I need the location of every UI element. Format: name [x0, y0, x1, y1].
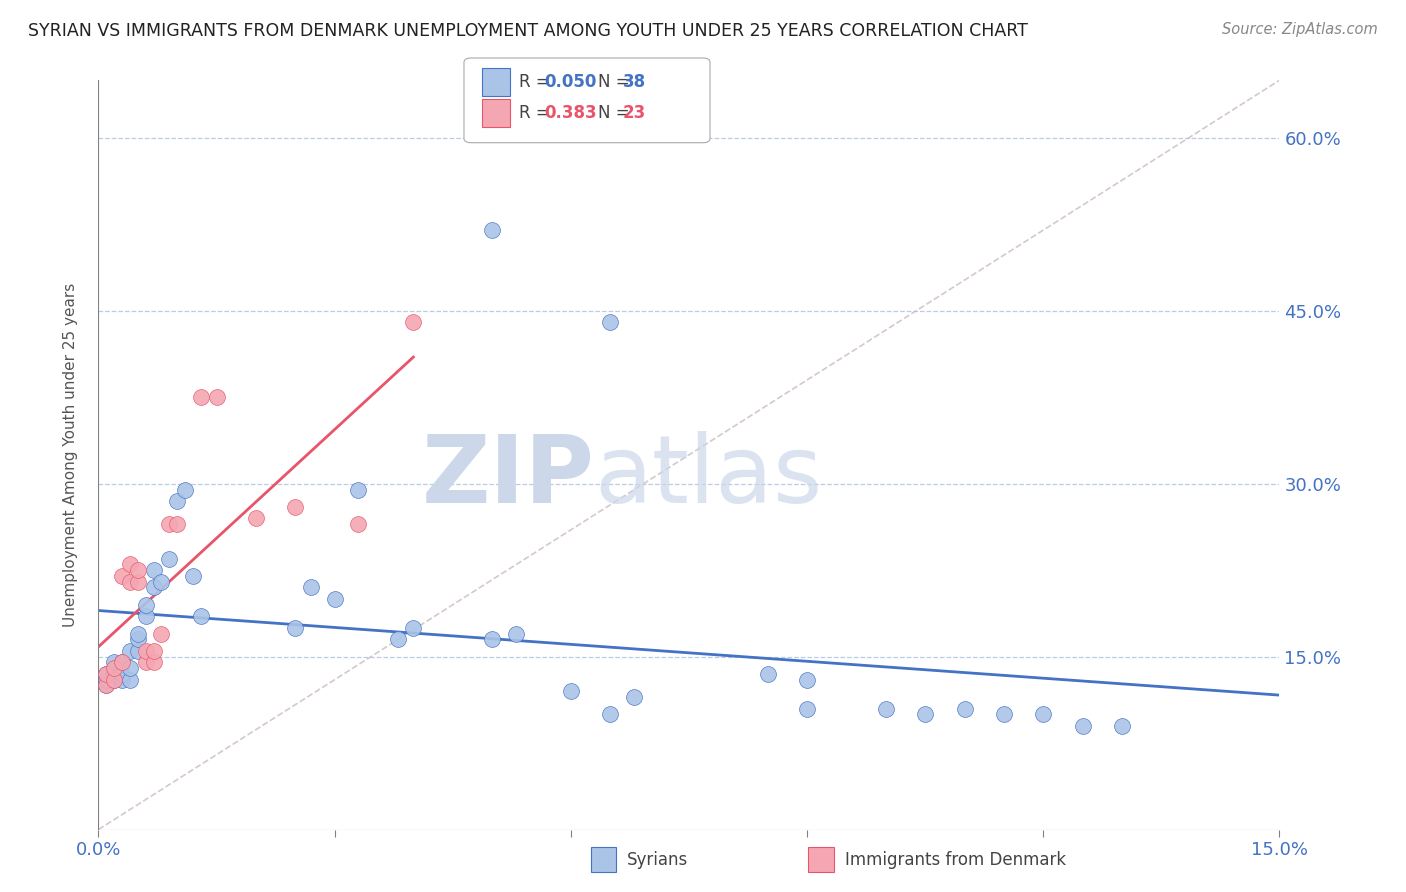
Point [299, 581, 322, 595]
Point [103, 661, 125, 675]
Point [481, 223, 503, 237]
Point [96, 678, 118, 692]
Text: 23: 23 [623, 103, 647, 121]
Point [103, 667, 125, 681]
Text: 0.383: 0.383 [544, 103, 596, 121]
Point [135, 609, 157, 624]
Point [323, 592, 346, 607]
Point [205, 390, 228, 404]
Text: Immigrants from Denmark: Immigrants from Denmark [845, 851, 1066, 869]
Point [599, 315, 621, 329]
Point [1071, 719, 1094, 733]
Point [993, 707, 1015, 722]
Point [953, 701, 976, 715]
Point [127, 563, 149, 577]
Point [118, 661, 141, 675]
Point [190, 390, 212, 404]
Text: ZIP: ZIP [422, 432, 595, 524]
Point [190, 609, 212, 624]
Point [245, 511, 267, 525]
Point [347, 517, 370, 532]
Point [875, 701, 897, 715]
Point [118, 673, 141, 687]
Point [127, 574, 149, 589]
Point [111, 667, 134, 681]
Point [111, 656, 134, 670]
Point [1032, 707, 1054, 722]
Point [103, 673, 125, 687]
Text: 38: 38 [623, 73, 645, 91]
Point [135, 644, 157, 658]
Point [284, 621, 307, 635]
Point [96, 667, 118, 681]
Point [796, 701, 818, 715]
Point [1111, 719, 1133, 733]
Point [118, 574, 141, 589]
Point [756, 667, 779, 681]
Text: N =: N = [598, 73, 634, 91]
Point [103, 661, 125, 675]
Point [150, 626, 173, 640]
Point [118, 558, 141, 572]
Point [111, 569, 134, 583]
Point [142, 656, 165, 670]
Text: SYRIAN VS IMMIGRANTS FROM DENMARK UNEMPLOYMENT AMONG YOUTH UNDER 25 YEARS CORREL: SYRIAN VS IMMIGRANTS FROM DENMARK UNEMPL… [28, 22, 1028, 40]
Point [481, 632, 503, 647]
Text: atlas: atlas [595, 432, 823, 524]
Text: Syrians: Syrians [627, 851, 689, 869]
Point [157, 551, 180, 566]
Point [103, 673, 125, 687]
Point [103, 656, 125, 670]
Point [135, 598, 157, 612]
Point [96, 667, 118, 681]
Point [402, 621, 425, 635]
Text: Source: ZipAtlas.com: Source: ZipAtlas.com [1222, 22, 1378, 37]
Text: R =: R = [519, 73, 555, 91]
Point [560, 684, 582, 698]
Point [142, 581, 165, 595]
Point [127, 632, 149, 647]
Point [166, 517, 188, 532]
Point [347, 483, 370, 497]
Point [914, 707, 936, 722]
Point [118, 644, 141, 658]
Point [142, 563, 165, 577]
Point [157, 517, 180, 532]
Point [402, 315, 425, 329]
Point [174, 483, 197, 497]
Point [505, 626, 527, 640]
Point [111, 656, 134, 670]
Point [150, 574, 173, 589]
Point [135, 656, 157, 670]
Y-axis label: Unemployment Among Youth under 25 years: Unemployment Among Youth under 25 years [63, 283, 77, 627]
Text: 0.050: 0.050 [544, 73, 596, 91]
Point [142, 644, 165, 658]
Point [387, 632, 409, 647]
Point [127, 644, 149, 658]
Point [796, 673, 818, 687]
Point [599, 707, 621, 722]
Point [181, 569, 204, 583]
Point [166, 494, 188, 508]
Point [284, 500, 307, 514]
Text: R =: R = [519, 103, 555, 121]
Point [127, 626, 149, 640]
Point [96, 678, 118, 692]
Point [111, 673, 134, 687]
Point [623, 690, 645, 704]
Text: N =: N = [598, 103, 634, 121]
Point [96, 673, 118, 687]
